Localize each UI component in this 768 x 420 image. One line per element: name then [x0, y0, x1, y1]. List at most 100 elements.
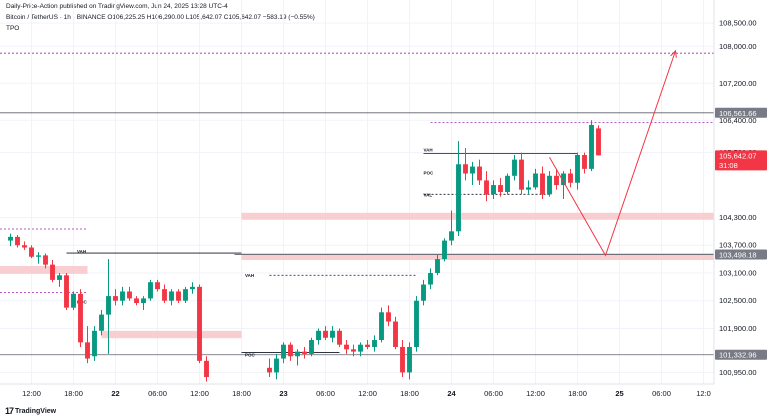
candle[interactable] — [526, 187, 531, 190]
candle[interactable] — [330, 330, 335, 338]
candle[interactable] — [288, 344, 293, 357]
candle[interactable] — [120, 291, 125, 301]
candle[interactable] — [414, 300, 419, 347]
candle[interactable] — [134, 298, 139, 304]
candle[interactable] — [498, 185, 503, 192]
y-tick-label: 107,200.00 — [719, 79, 757, 88]
candle[interactable] — [43, 255, 48, 265]
price-badge-label: 101,332.96 — [719, 351, 757, 360]
candle[interactable] — [176, 291, 181, 301]
candle[interactable] — [519, 159, 524, 190]
candle[interactable] — [183, 289, 188, 301]
candle[interactable] — [400, 346, 405, 373]
candle[interactable] — [442, 240, 447, 260]
candle[interactable] — [92, 330, 97, 357]
candle[interactable] — [22, 245, 27, 248]
symbol-line: Bitcoin / TetherUS · 1h · BINANCE O106,2… — [6, 14, 315, 21]
candle[interactable] — [561, 173, 566, 186]
candle[interactable] — [162, 289, 167, 301]
candle[interactable] — [449, 231, 454, 241]
candle[interactable] — [148, 282, 153, 299]
price-badge[interactable] — [715, 107, 767, 118]
supply-demand-zone[interactable] — [101, 330, 242, 339]
candle[interactable] — [540, 173, 545, 195]
candle[interactable] — [50, 264, 55, 280]
candle[interactable] — [393, 321, 398, 347]
candle[interactable] — [36, 255, 41, 257]
candle[interactable] — [358, 344, 363, 352]
x-tick-label: 12:00 — [190, 389, 209, 398]
price-badge[interactable] — [715, 349, 767, 360]
supply-demand-zone[interactable] — [241, 253, 715, 261]
candle[interactable] — [421, 284, 426, 301]
candle[interactable] — [127, 291, 132, 299]
candle[interactable] — [29, 247, 34, 257]
supply-demand-zone[interactable] — [0, 266, 88, 274]
candle[interactable] — [351, 349, 356, 352]
indicator-line[interactable]: TPO — [6, 25, 20, 32]
candle[interactable] — [484, 180, 489, 195]
x-tick-label: 12:00 — [526, 389, 545, 398]
candle[interactable] — [57, 275, 62, 280]
candle[interactable] — [407, 346, 412, 373]
candle[interactable] — [337, 330, 342, 345]
projection-arrowhead — [670, 49, 677, 58]
candle[interactable] — [491, 185, 496, 195]
candle[interactable] — [365, 344, 370, 347]
tpo-label: POC — [245, 352, 256, 357]
candle[interactable] — [155, 282, 160, 290]
candle[interactable] — [113, 296, 118, 301]
candle[interactable] — [372, 340, 377, 347]
candle[interactable] — [64, 275, 69, 308]
candle[interactable] — [267, 367, 272, 373]
candle[interactable] — [169, 291, 174, 301]
candle[interactable] — [477, 166, 482, 181]
candle[interactable] — [204, 360, 209, 378]
candle[interactable] — [589, 124, 594, 169]
candle[interactable] — [8, 236, 13, 241]
candle[interactable] — [428, 272, 433, 285]
supply-demand-zone[interactable] — [241, 212, 715, 220]
candle[interactable] — [15, 236, 20, 246]
candle[interactable] — [197, 286, 202, 361]
candle[interactable] — [78, 293, 83, 343]
candle[interactable] — [344, 344, 349, 350]
candle[interactable] — [323, 330, 328, 338]
price-badge[interactable] — [715, 150, 767, 171]
candle[interactable] — [71, 293, 76, 308]
candle[interactable] — [575, 154, 580, 183]
candle[interactable] — [309, 340, 314, 354]
candle[interactable] — [554, 175, 559, 186]
candle[interactable] — [99, 314, 104, 331]
candle[interactable] — [281, 344, 286, 359]
candle[interactable] — [463, 164, 468, 174]
x-tick-label: 06:00 — [652, 389, 671, 398]
price-badge[interactable] — [715, 249, 767, 260]
candle[interactable] — [568, 173, 573, 183]
candle[interactable] — [547, 175, 552, 195]
candle[interactable] — [456, 164, 461, 232]
candle[interactable] — [302, 351, 307, 354]
candle[interactable] — [505, 175, 510, 192]
candle[interactable] — [435, 259, 440, 273]
candle[interactable] — [295, 351, 300, 357]
candle[interactable] — [533, 173, 538, 188]
candle[interactable] — [190, 286, 195, 290]
candle[interactable] — [106, 296, 111, 315]
candle[interactable] — [85, 342, 90, 359]
x-tick-label: 23 — [279, 389, 287, 398]
candle[interactable] — [274, 358, 279, 373]
candle[interactable] — [316, 330, 321, 341]
projection-path[interactable] — [549, 50, 676, 257]
candle[interactable] — [379, 312, 384, 341]
tradingview-watermark[interactable]: 17 TradingView — [5, 406, 56, 416]
candle[interactable] — [582, 154, 587, 169]
candle[interactable] — [596, 128, 601, 156]
candle[interactable] — [470, 166, 475, 174]
candle[interactable] — [386, 312, 391, 322]
x-tick-label: 06:00 — [484, 389, 503, 398]
candle[interactable] — [141, 298, 146, 304]
candle[interactable] — [512, 159, 517, 176]
x-tick-label: 18:00 — [568, 389, 587, 398]
